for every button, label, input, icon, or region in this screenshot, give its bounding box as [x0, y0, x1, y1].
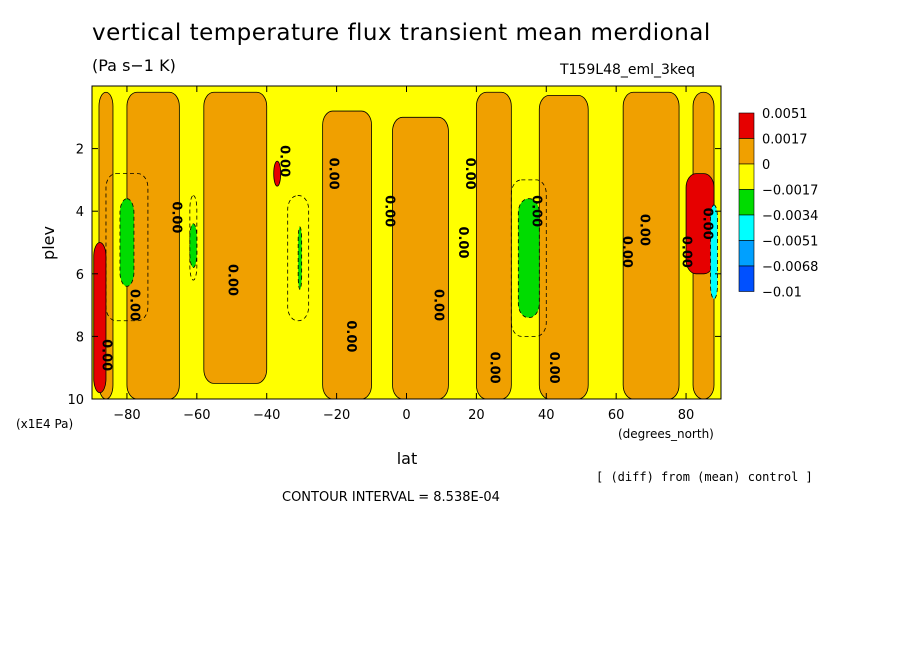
- experiment-label: T159L48_eml_3keq: [560, 62, 696, 78]
- contour-region: [203, 91, 268, 384]
- legend-swatch: [738, 112, 755, 139]
- contour-label: 0.00: [277, 145, 292, 177]
- y-tick-label: 2: [76, 143, 84, 158]
- contour-label: 0.00: [455, 226, 470, 258]
- contour-region: [710, 204, 718, 300]
- contour-region: [297, 226, 303, 290]
- y-axis-title: plev: [39, 226, 58, 260]
- contour-label: 0.00: [98, 339, 113, 371]
- difference-note: [ (diff) from (mean) control ]: [596, 470, 813, 484]
- x-tick-label: 60: [608, 408, 625, 423]
- x-tick-label: 20: [468, 408, 485, 423]
- y-tick-label: 6: [76, 268, 84, 283]
- y-tick-label: 10: [67, 393, 84, 408]
- contour-label: 0.00: [224, 264, 239, 296]
- legend-swatch: [738, 214, 755, 241]
- x-tick-label: 80: [678, 408, 695, 423]
- contour-region: [119, 198, 135, 287]
- y-tick-label: 8: [76, 330, 84, 345]
- y-tick-label: 4: [76, 205, 84, 220]
- legend-label: 0.0017: [762, 133, 808, 148]
- contour-label: 0.00: [430, 289, 445, 321]
- legend-swatch: [738, 265, 755, 292]
- legend-swatch: [738, 240, 755, 267]
- x-axis-title: lat: [397, 449, 418, 468]
- contour-label: 0.00: [168, 201, 183, 233]
- contour-region: [105, 173, 149, 322]
- legend-label: −0.01: [762, 286, 802, 301]
- contour-region: [189, 223, 198, 268]
- y-axis-units: (x1E4 Pa): [16, 417, 73, 431]
- contour-region: [510, 179, 547, 337]
- contour-region: [517, 198, 540, 319]
- x-axis-units: (degrees_north): [618, 427, 714, 441]
- chart-title: vertical temperature flux transient mean…: [92, 20, 711, 46]
- legend-label: −0.0017: [762, 184, 818, 199]
- contour-label: 0.00: [679, 236, 694, 268]
- chart-units: (Pa s−1 K): [92, 56, 176, 75]
- legend-label: 0: [762, 158, 770, 173]
- contour-region: [287, 195, 310, 322]
- contour-label: 0.00: [528, 195, 543, 227]
- contour-label: 0.00: [637, 214, 652, 246]
- contour-label: 0.00: [462, 158, 477, 190]
- contour-region: [93, 242, 107, 394]
- contour-region: [273, 160, 282, 187]
- legend-label: −0.0051: [762, 235, 818, 250]
- legend-swatch: [738, 163, 755, 190]
- x-tick-label: −20: [323, 408, 350, 423]
- contour-label: 0.00: [343, 320, 358, 352]
- contour-region: [322, 110, 372, 399]
- contour-label: 0.00: [326, 158, 341, 190]
- contour-label: 0.00: [619, 236, 634, 268]
- legend-label: 0.0051: [762, 107, 808, 122]
- x-tick-label: −60: [183, 408, 210, 423]
- contour-label: 0.00: [700, 208, 715, 240]
- contour-label: 0.00: [382, 195, 397, 227]
- x-tick-label: −80: [113, 408, 140, 423]
- x-tick-label: 0: [402, 408, 410, 423]
- legend-swatch: [738, 138, 755, 165]
- contour-label: 0.00: [486, 352, 501, 384]
- legend-label: −0.0034: [762, 209, 818, 224]
- contour-label: 0.00: [126, 289, 141, 321]
- legend-label: −0.0068: [762, 260, 818, 275]
- contour-interval: CONTOUR INTERVAL = 8.538E-04: [282, 490, 500, 505]
- x-tick-label: 40: [538, 408, 555, 423]
- contour-region: [392, 116, 449, 399]
- contour-label: 0.00: [546, 352, 561, 384]
- contour-region: [126, 91, 180, 399]
- legend-swatch: [738, 189, 755, 216]
- x-tick-label: −40: [253, 408, 280, 423]
